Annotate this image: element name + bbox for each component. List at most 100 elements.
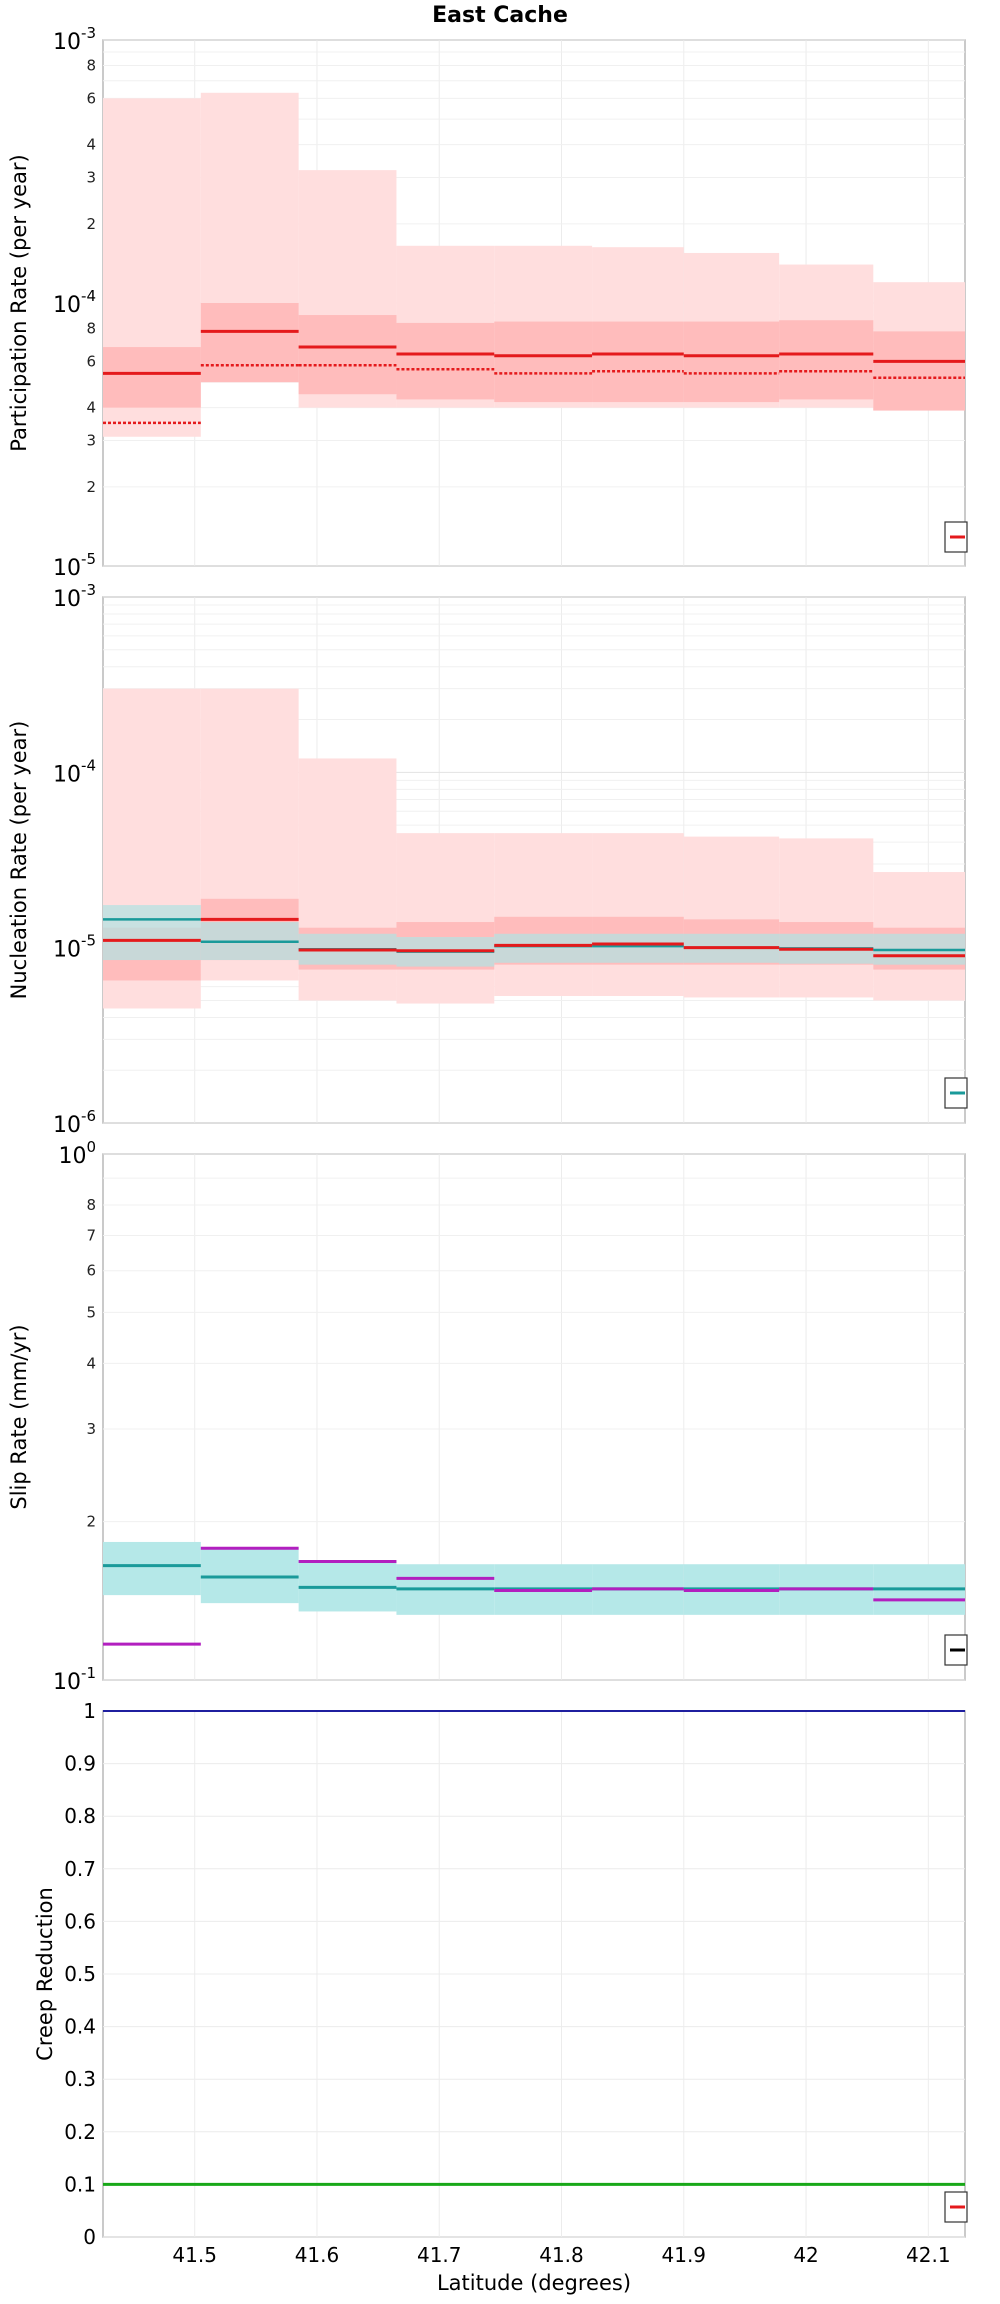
panel-1-ylabel: Participation Rate (per year) (7, 154, 31, 451)
y-tick-minor-label: 2 (86, 478, 96, 496)
panel-3-ylabel: Slip Rate (mm/yr) (7, 1324, 31, 1509)
y-tick-exponent: -5 (81, 932, 96, 950)
band-inner (200, 303, 299, 383)
y-tick-label: 10-4 (53, 756, 96, 787)
y-tick-base: 10 (58, 1144, 86, 1169)
teal-band (103, 1541, 201, 1596)
y-tick-label: 10-1 (53, 1664, 96, 1695)
y-tick-label: 1 (83, 1699, 96, 1723)
band-outer (396, 833, 495, 1004)
y-tick-label: 0.6 (64, 1909, 96, 1933)
band-inner (494, 321, 593, 403)
y-tick-minor-label: 4 (86, 1354, 96, 1372)
y-tick-label: 0.9 (64, 1752, 96, 1776)
band-outer (592, 833, 684, 997)
y-tick-minor-label: 2 (86, 1513, 96, 1531)
x-axis-label: Latitude (degrees) (437, 2271, 631, 2295)
band-inner (873, 331, 965, 411)
band-inner (396, 322, 495, 400)
y-tick-base: 10 (53, 30, 81, 55)
y-tick-exponent: -3 (81, 581, 96, 599)
x-tick-label: 42 (793, 2243, 818, 2267)
y-tick-exponent: -4 (81, 756, 96, 774)
panel-2-ylabel: Nucleation Rate (per year) (7, 721, 31, 1000)
y-tick-exponent: -1 (81, 1664, 96, 1682)
panel-2-legend (944, 1077, 968, 1109)
y-tick-label: 0.4 (64, 2015, 96, 2039)
y-tick-minor-label: 4 (86, 136, 96, 154)
y-tick-minor-label: 3 (86, 432, 96, 450)
panel-4-lines (103, 1710, 965, 2186)
y-tick-exponent: -5 (81, 550, 96, 568)
band-outer (779, 838, 874, 998)
y-tick-label: 0 (83, 2225, 96, 2249)
y-tick-label: 0.7 (64, 1857, 96, 1881)
y-tick-label: 0.2 (64, 2120, 96, 2144)
panel-4-ylabel: Creep Reduction (33, 1887, 57, 2061)
panel-2-bands (103, 688, 965, 1009)
chart-title: East Cache (432, 3, 568, 28)
y-tick-base: 10 (53, 1113, 81, 1138)
y-tick-minor-label: 8 (86, 1196, 96, 1214)
y-tick-base: 10 (53, 1670, 81, 1695)
y-tick-base: 10 (53, 938, 81, 963)
y-tick-label: 0.3 (64, 2067, 96, 2091)
x-tick-label: 41.5 (172, 2243, 217, 2267)
x-tick-label: 42.1 (906, 2243, 951, 2267)
panel-1-lines (103, 329, 965, 425)
band-inner (779, 320, 874, 400)
y-tick-label: 0.5 (64, 1962, 96, 1986)
panel-3-legend (944, 1634, 968, 1666)
band-outer (683, 836, 780, 998)
y-tick-base: 10 (53, 293, 81, 318)
y-tick-label: 10-3 (53, 24, 96, 55)
y-tick-minor-label: 3 (86, 1420, 96, 1438)
y-tick-label: 10-5 (53, 932, 96, 963)
panel-2-y-ticks: 10-310-410-510-6 (53, 581, 96, 1138)
panel-4-legend (944, 2191, 968, 2223)
y-tick-base: 10 (53, 556, 81, 581)
x-tick-label: 41.6 (295, 2243, 340, 2267)
x-axis-ticks: 41.5 41.6 41.7 41.8 41.9 42 42.1 (172, 2243, 950, 2267)
y-tick-minor-label: 8 (86, 319, 96, 337)
y-tick-label: 10-3 (53, 581, 96, 612)
y-tick-label: 100 (58, 1138, 96, 1169)
panel-nucleation-rate: 10-310-410-510-6 Nucleation Rate (per ye… (7, 581, 968, 1138)
y-tick-minor-label: 8 (86, 56, 96, 74)
y-tick-exponent: -4 (81, 287, 96, 305)
y-tick-label: 10-4 (53, 287, 96, 318)
y-tick-exponent: -6 (81, 1107, 96, 1125)
y-tick-minor-label: 6 (86, 89, 96, 107)
y-tick-base: 10 (53, 762, 81, 787)
x-tick-label: 41.7 (417, 2243, 462, 2267)
y-tick-label: 10-6 (53, 1107, 96, 1138)
y-tick-label: 0.8 (64, 1804, 96, 1828)
y-tick-label: 0.1 (64, 2172, 96, 2196)
y-tick-exponent: 0 (86, 1138, 96, 1156)
y-tick-minor-label: 7 (86, 1226, 96, 1244)
panel-2-lines (103, 917, 965, 958)
band-inner (103, 347, 201, 408)
band-outer (494, 833, 593, 997)
band-inner (683, 321, 780, 403)
panel-creep-reduction: 1 0.9 0.8 0.7 0.6 0.5 0.4 0.3 0.2 0.1 0 Creep Redu… (33, 1699, 968, 2249)
x-tick-label: 41.8 (539, 2243, 584, 2267)
teal-band (103, 905, 201, 961)
y-tick-exponent: -3 (81, 24, 96, 42)
y-tick-minor-label: 2 (86, 215, 96, 233)
panel-4-grid (103, 1710, 965, 2238)
panel-4-y-ticks: 1 0.9 0.8 0.7 0.6 0.5 0.4 0.3 0.2 0.1 0 (64, 1699, 96, 2249)
y-tick-minor-label: 5 (86, 1303, 96, 1321)
y-tick-minor-label: 3 (86, 169, 96, 187)
y-tick-label: 10-5 (53, 550, 96, 581)
y-tick-base: 10 (53, 587, 81, 612)
panel-3-lines (103, 1546, 965, 1646)
x-tick-label: 41.9 (662, 2243, 707, 2267)
band-inner (592, 321, 684, 403)
